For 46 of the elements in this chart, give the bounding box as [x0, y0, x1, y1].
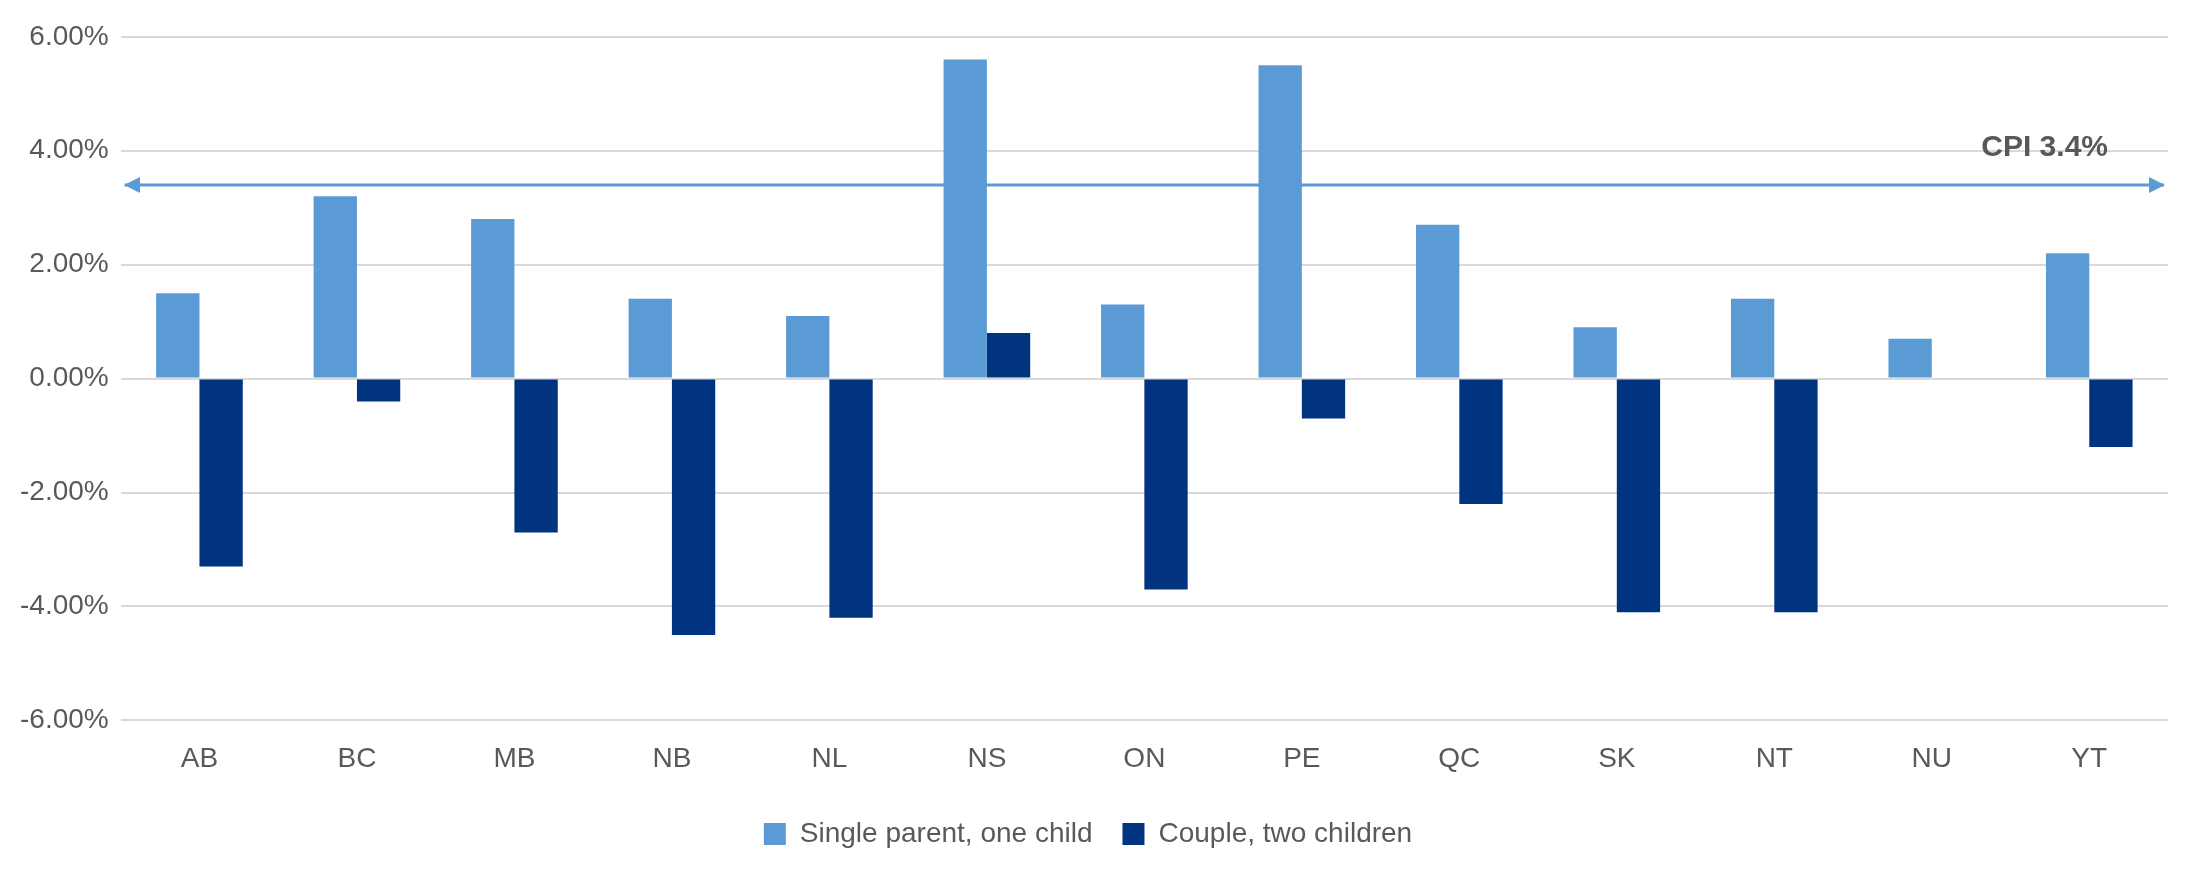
x-tick-label: ON	[1123, 741, 1166, 773]
x-tick-label: NT	[1755, 741, 1793, 773]
bar	[671, 379, 716, 635]
bar	[156, 293, 200, 378]
bar	[1888, 338, 1932, 378]
bar	[1301, 379, 1346, 419]
x-tick-label: YT	[2071, 741, 2108, 773]
y-tick-label: 4.00%	[29, 133, 109, 165]
bar	[1101, 304, 1145, 378]
y-tick-label: -2.00%	[20, 475, 109, 507]
bar	[471, 219, 515, 378]
bar	[2045, 253, 2090, 378]
y-tick-label: -4.00%	[20, 589, 109, 621]
bar	[514, 379, 558, 533]
bar	[986, 333, 1031, 378]
bar	[1573, 327, 1617, 378]
bar	[2089, 379, 2133, 447]
bar	[1616, 379, 1661, 613]
bar	[356, 379, 401, 402]
x-tick-label: MB	[493, 741, 536, 773]
ref-line-label: CPI 3.4%	[1981, 129, 2108, 163]
y-tick-label: 6.00%	[29, 19, 109, 51]
x-tick-label: QC	[1438, 741, 1481, 773]
x-tick-label: PE	[1283, 741, 1321, 773]
bar	[199, 379, 243, 567]
bar	[1144, 379, 1188, 590]
bar	[786, 315, 830, 378]
x-tick-label: NB	[652, 741, 692, 773]
legend-label: Single parent, one child	[799, 816, 1093, 848]
bar	[313, 196, 357, 378]
x-tick-label: NS	[967, 741, 1007, 773]
x-tick-label: AB	[180, 741, 219, 773]
bar	[1774, 379, 1818, 613]
y-tick-label: 2.00%	[29, 247, 109, 279]
legend-label: Couple, two children	[1158, 816, 1413, 848]
bar	[1416, 224, 1460, 378]
bar	[1459, 379, 1503, 504]
bar	[829, 379, 873, 618]
y-tick-label: 0.00%	[29, 361, 109, 393]
x-tick-label: NU	[1911, 741, 1952, 773]
bar	[1730, 298, 1775, 378]
x-tick-label: NL	[811, 741, 848, 773]
x-tick-label: SK	[1598, 741, 1636, 773]
y-tick-label: -6.00%	[20, 703, 109, 735]
bar	[628, 298, 672, 378]
x-tick-label: BC	[337, 741, 377, 773]
